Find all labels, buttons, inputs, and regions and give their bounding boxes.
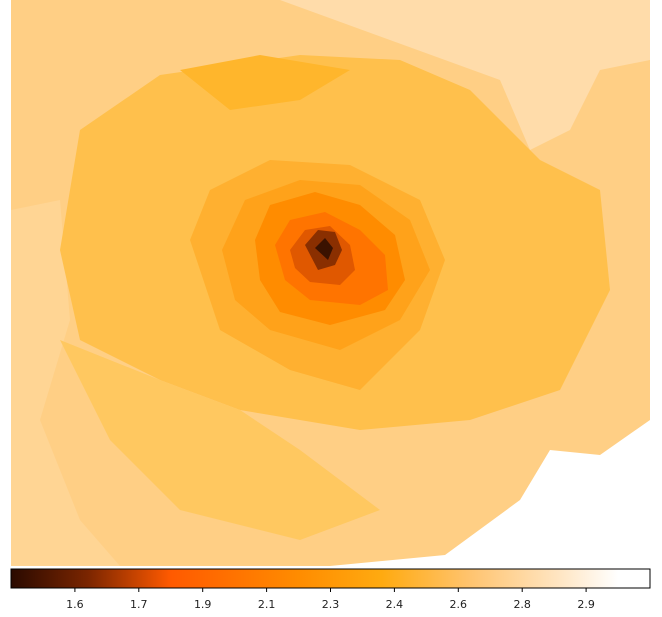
- heatmap-image: [11, 0, 650, 566]
- colorbar-tick-label: 2.6: [450, 598, 468, 611]
- colorbar: 1.6 1.7 1.9 2.1 2.3 2.4 2.6 2.8 2.9: [10, 568, 651, 611]
- colorbar-tick-label: 2.3: [322, 598, 340, 611]
- colorbar-tick-label: 2.9: [577, 598, 595, 611]
- colorbar-tick-label: 2.8: [513, 598, 531, 611]
- colorbar-tick-label: 1.7: [130, 598, 148, 611]
- colorbar-tick-label: 1.9: [194, 598, 212, 611]
- colorbar-gradient: [10, 568, 651, 589]
- colorbar-tick-label: 2.4: [386, 598, 404, 611]
- colorbar-tick-label: 2.1: [258, 598, 276, 611]
- colorbar-tick-label: 1.6: [66, 598, 84, 611]
